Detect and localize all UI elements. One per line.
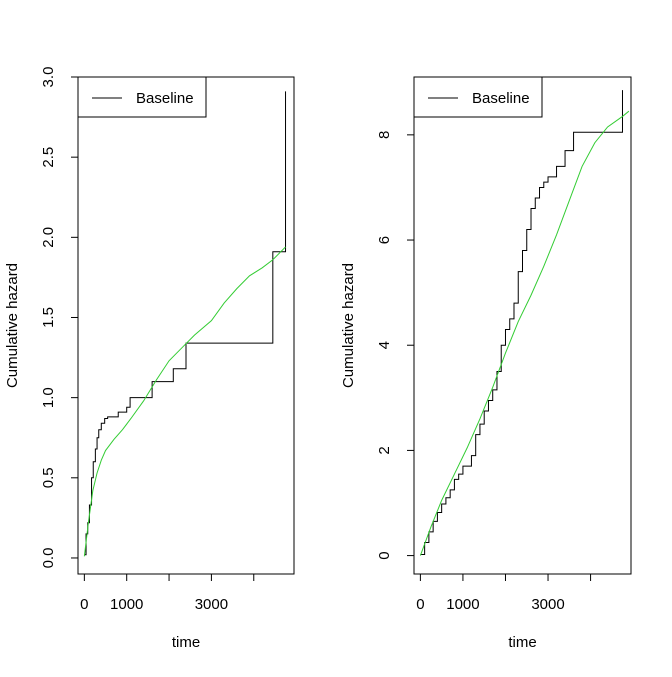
x-axis-label: time — [508, 634, 536, 651]
y-axis-label: Cumulative hazard — [340, 263, 357, 388]
baseline-series-line — [84, 91, 287, 556]
plot-frame — [413, 76, 632, 575]
x-tick-label: 1000 — [446, 596, 479, 613]
y-tick-label: 0.5 — [40, 467, 57, 488]
green-series-line — [83, 246, 286, 557]
y-tick-label: 8 — [376, 131, 393, 139]
y-tick-label: 0 — [376, 551, 393, 559]
baseline-series-line — [420, 90, 623, 556]
x-tick-label: 3000 — [195, 596, 228, 613]
x-tick-label: 0 — [80, 596, 88, 613]
y-tick-label: 0.0 — [40, 548, 57, 569]
legend-label: Baseline — [136, 90, 194, 107]
y-axis-label: Cumulative hazard — [4, 263, 21, 388]
y-tick-label: 1.5 — [40, 307, 57, 328]
left-panel: 0 1000 3000 time 0.0 0.5 1.0 1.5 2.0 2.5 3.0 Cumula… — [4, 67, 295, 651]
x-tick-label: 1000 — [110, 596, 143, 613]
x-axis-label: time — [172, 634, 200, 651]
legend-box — [77, 76, 207, 118]
legend-box — [413, 76, 543, 118]
x-tick-label: 3000 — [531, 596, 564, 613]
plot-frame — [77, 76, 295, 575]
green-series-line — [419, 110, 630, 556]
x-tick-label: 0 — [416, 596, 424, 613]
y-tick-label: 3.0 — [40, 67, 57, 88]
y-tick-label: 2.5 — [40, 147, 57, 168]
y-tick-label: 2.0 — [40, 227, 57, 248]
legend-label: Baseline — [472, 90, 530, 107]
y-tick-label: 6 — [376, 236, 393, 244]
y-tick-label: 4 — [376, 341, 393, 349]
y-tick-label: 2 — [376, 446, 393, 454]
right-panel: 0 1000 3000 time 0 2 4 6 8 Cumulative hazard Basel… — [340, 76, 632, 651]
y-tick-label: 1.0 — [40, 387, 57, 408]
